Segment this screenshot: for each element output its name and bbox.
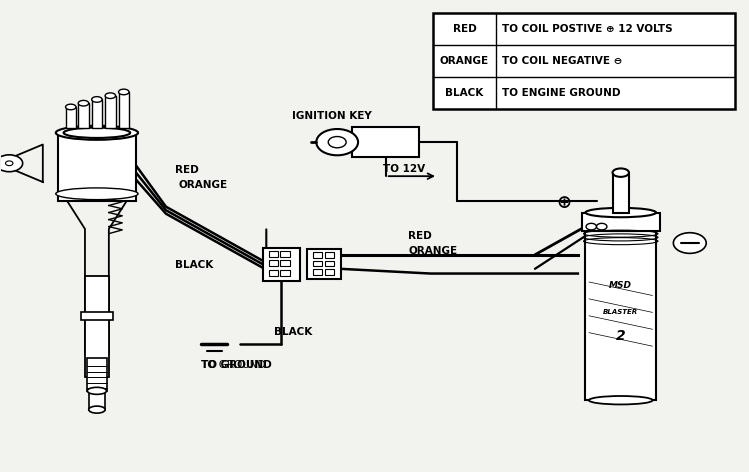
Bar xyxy=(325,261,334,266)
Text: MSD: MSD xyxy=(609,281,632,290)
Text: 2: 2 xyxy=(616,329,625,343)
Ellipse shape xyxy=(118,89,129,95)
Bar xyxy=(280,251,290,257)
Bar xyxy=(88,391,105,410)
Text: BLACK: BLACK xyxy=(446,88,484,98)
Text: TO 12V: TO 12V xyxy=(383,164,425,174)
Ellipse shape xyxy=(105,93,115,99)
Text: BLACK: BLACK xyxy=(175,260,213,270)
Bar xyxy=(269,251,278,257)
Text: ORANGE: ORANGE xyxy=(178,180,228,190)
Ellipse shape xyxy=(88,406,105,413)
Ellipse shape xyxy=(87,388,106,395)
Bar xyxy=(280,261,290,267)
Ellipse shape xyxy=(55,126,138,140)
Bar xyxy=(269,270,278,276)
Bar xyxy=(352,127,419,157)
Ellipse shape xyxy=(55,188,138,200)
Bar xyxy=(585,231,656,400)
Bar xyxy=(81,312,112,320)
Bar xyxy=(85,276,109,377)
Bar xyxy=(91,100,102,128)
Ellipse shape xyxy=(91,97,102,102)
Text: ORANGE: ORANGE xyxy=(408,246,457,256)
Bar xyxy=(78,103,88,128)
Ellipse shape xyxy=(586,208,656,217)
Bar xyxy=(58,133,136,201)
Bar xyxy=(87,358,106,391)
Bar xyxy=(66,107,76,128)
Circle shape xyxy=(328,136,346,148)
Circle shape xyxy=(316,129,358,155)
Bar xyxy=(613,173,629,212)
Ellipse shape xyxy=(64,127,130,138)
Text: TO GROUND: TO GROUND xyxy=(201,360,272,370)
Bar xyxy=(433,13,735,110)
Ellipse shape xyxy=(78,101,88,106)
Circle shape xyxy=(586,223,596,230)
Ellipse shape xyxy=(66,104,76,110)
Bar xyxy=(105,96,115,128)
Text: BLASTER: BLASTER xyxy=(603,309,638,315)
Bar xyxy=(313,269,322,275)
Text: TO COIL POSTIVE ⊕ 12 VOLTS: TO COIL POSTIVE ⊕ 12 VOLTS xyxy=(502,24,673,34)
Text: BLACK: BLACK xyxy=(274,327,312,337)
Text: TO GROUND: TO GROUND xyxy=(201,360,266,370)
Text: RED: RED xyxy=(175,165,198,175)
Text: ORANGE: ORANGE xyxy=(440,56,489,66)
Bar xyxy=(313,252,322,258)
Circle shape xyxy=(673,233,706,253)
Text: RED: RED xyxy=(408,231,432,241)
Text: TO COIL NEGATIVE ⊖: TO COIL NEGATIVE ⊖ xyxy=(502,56,622,66)
Bar xyxy=(280,270,290,276)
Text: TO ENGINE GROUND: TO ENGINE GROUND xyxy=(502,88,621,98)
Bar xyxy=(313,261,322,266)
Circle shape xyxy=(596,223,607,230)
Text: IGNITION KEY: IGNITION KEY xyxy=(292,111,372,121)
Text: RED: RED xyxy=(452,24,476,34)
Bar xyxy=(263,248,300,280)
Bar xyxy=(325,269,334,275)
Ellipse shape xyxy=(589,396,652,405)
Circle shape xyxy=(5,161,13,166)
Text: ⊕: ⊕ xyxy=(557,194,572,212)
Bar xyxy=(269,261,278,267)
Bar xyxy=(118,92,129,128)
Bar xyxy=(307,249,341,279)
Ellipse shape xyxy=(613,169,629,177)
Circle shape xyxy=(0,155,22,172)
Bar xyxy=(581,212,660,231)
Bar xyxy=(325,252,334,258)
